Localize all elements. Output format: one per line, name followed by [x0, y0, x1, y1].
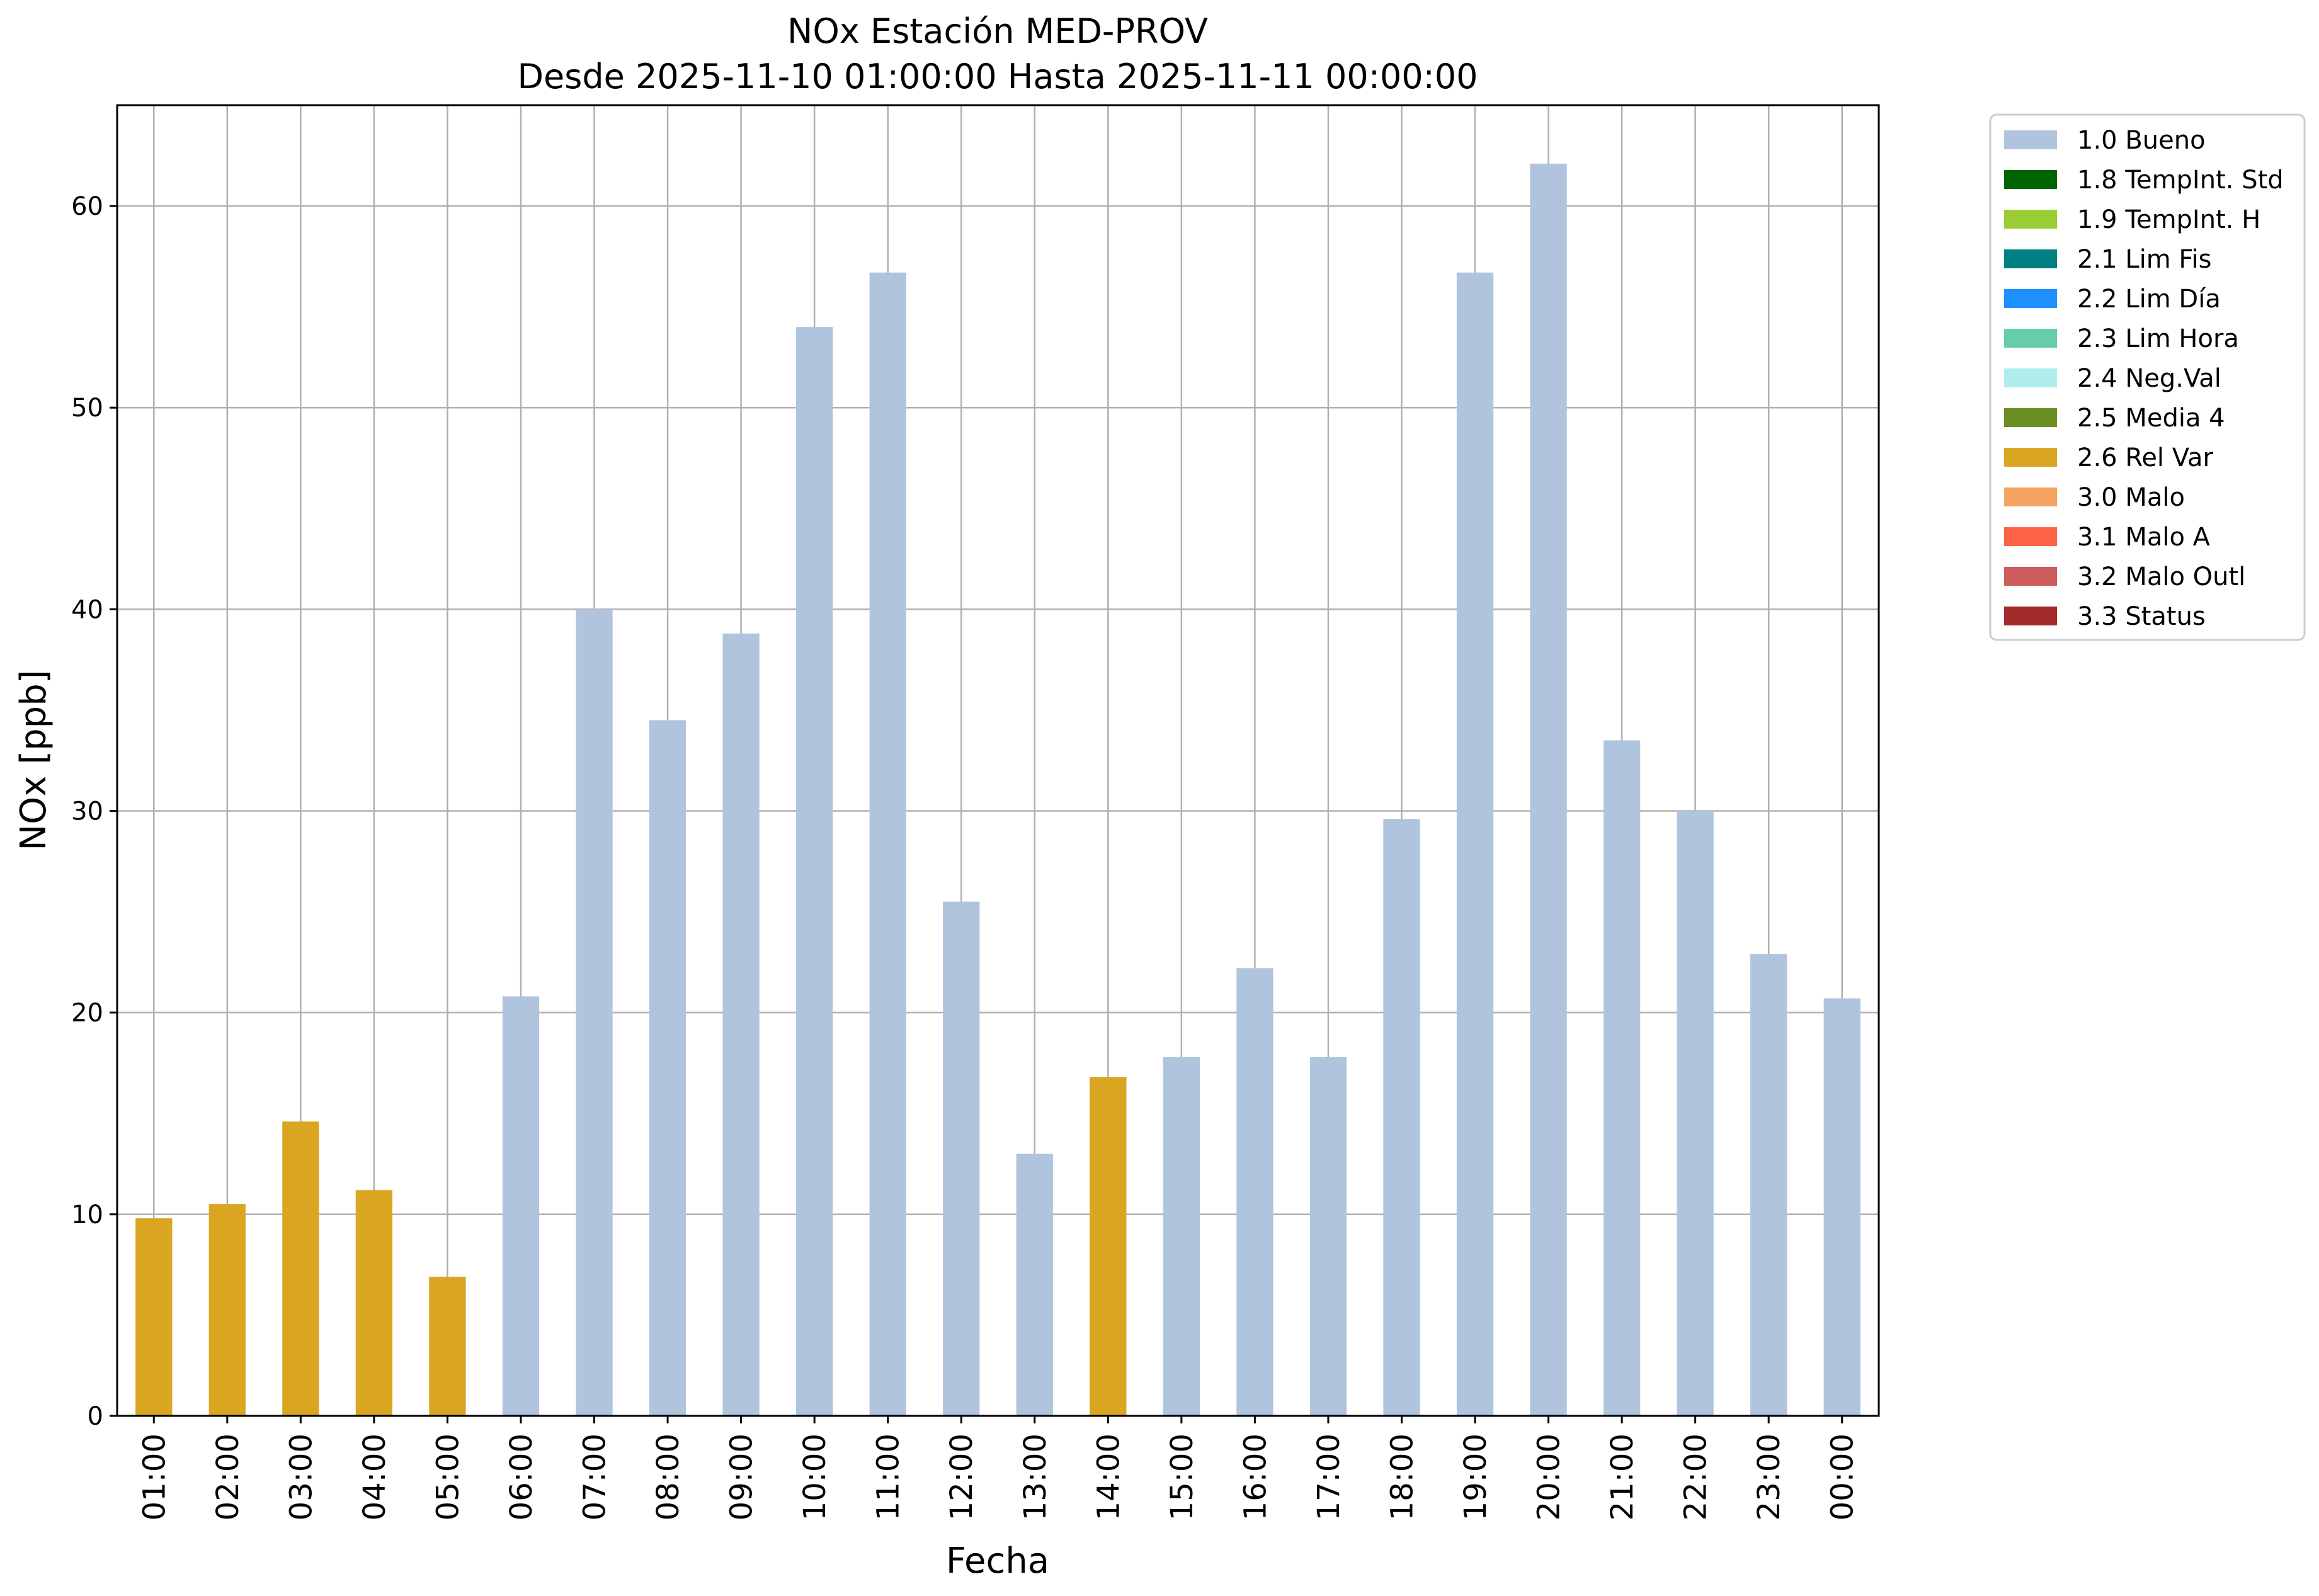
x-axis-ticks: 01:00 02:00 03:00 04:00 05:00 06:00 07:00 08:00…: [137, 1416, 1860, 1520]
legend-swatch: [2004, 567, 2057, 586]
x-tick-label: 15:00: [1165, 1434, 1200, 1520]
legend-swatch: [2004, 249, 2057, 268]
bar: [1677, 811, 1714, 1416]
x-tick-label: 04:00: [357, 1434, 392, 1520]
bar: [429, 1277, 466, 1416]
y-axis-ticks: 0 10 20 30 40 50 60: [71, 192, 117, 1431]
bar: [502, 996, 540, 1416]
bar: [943, 901, 980, 1416]
x-tick-label: 21:00: [1605, 1434, 1640, 1520]
x-tick-label: 23:00: [1752, 1434, 1787, 1520]
legend-swatch: [2004, 289, 2057, 308]
x-tick-label: 16:00: [1238, 1434, 1273, 1520]
x-tick-label: 06:00: [504, 1434, 539, 1520]
legend: 1.0 Bueno 1.8 TempInt. Std 1.9 TempInt. H 2…: [1989, 113, 2306, 641]
y-tick-label: 50: [71, 394, 103, 423]
chart-subtitle: Desde 2025-11-10 01:00:00 Hasta 2025-11-…: [517, 57, 1478, 96]
bar: [1163, 1057, 1200, 1416]
bar: [1309, 1057, 1347, 1416]
plot-frame: [116, 104, 1880, 1417]
y-tick-label: 60: [71, 192, 103, 221]
legend-swatch: [2004, 408, 2057, 427]
y-tick-label: 40: [71, 595, 103, 624]
x-tick-label: 19:00: [1458, 1434, 1493, 1520]
x-tick-label: 08:00: [651, 1434, 686, 1520]
x-tick-label: 18:00: [1384, 1434, 1420, 1520]
legend-label: 1.8 TempInt. Std: [2077, 166, 2284, 195]
bar: [1456, 272, 1494, 1416]
bar: [135, 1218, 173, 1416]
bar: [1603, 740, 1641, 1416]
legend-swatch: [2004, 448, 2057, 467]
legend-label: 3.1 Malo A: [2077, 523, 2211, 552]
legend-swatch: [2004, 607, 2057, 625]
legend-swatch: [2004, 130, 2057, 149]
legend-swatch: [2004, 527, 2057, 546]
legend-label: 3.0 Malo: [2077, 483, 2185, 512]
legend-label: 3.2 Malo Outl: [2077, 562, 2245, 591]
bar: [1236, 968, 1273, 1416]
x-tick-label: 05:00: [430, 1434, 465, 1520]
bar: [282, 1121, 319, 1416]
legend-swatch: [2004, 368, 2057, 387]
y-axis-label: NOx [ppb]: [13, 670, 54, 850]
bar: [1090, 1077, 1127, 1416]
legend-swatch: [2004, 170, 2057, 189]
bar: [869, 272, 906, 1416]
y-tick-label: 30: [71, 797, 103, 826]
bar: [722, 633, 760, 1416]
bar: [208, 1204, 246, 1416]
legend-label: 2.5 Media 4: [2077, 404, 2225, 433]
x-tick-label: 22:00: [1678, 1434, 1714, 1520]
legend-label: 3.3 Status: [2077, 602, 2206, 631]
legend-label: 2.1 Lim Fis: [2077, 245, 2211, 274]
chart-title: NOx Estación MED-PROV: [787, 11, 1208, 51]
bar: [1823, 998, 1860, 1416]
y-tick-label: 20: [71, 999, 103, 1028]
x-tick-label: 13:00: [1018, 1434, 1053, 1520]
y-tick-label: 0: [88, 1402, 103, 1431]
legend-label: 2.4 Neg.Val: [2077, 364, 2221, 393]
legend-label: 1.0 Bueno: [2077, 126, 2206, 155]
x-tick-label: 17:00: [1311, 1434, 1347, 1520]
legend-swatch: [2004, 329, 2057, 348]
bar: [1016, 1153, 1053, 1416]
x-tick-label: 07:00: [578, 1434, 613, 1520]
x-axis-label: Fecha: [946, 1541, 1049, 1582]
x-tick-label: 01:00: [137, 1434, 172, 1520]
x-tick-label: 09:00: [724, 1434, 760, 1520]
legend-label: 1.9 TempInt. H: [2077, 205, 2260, 234]
bar: [1383, 819, 1420, 1416]
x-tick-label: 14:00: [1091, 1434, 1126, 1520]
legend-label: 2.2 Lim Día: [2077, 285, 2221, 314]
x-tick-label: 02:00: [210, 1434, 246, 1520]
x-tick-label: 10:00: [797, 1434, 833, 1520]
legend-label: 2.6 Rel Var: [2077, 443, 2214, 472]
x-tick-label: 03:00: [283, 1434, 319, 1520]
x-tick-label: 20:00: [1532, 1434, 1567, 1520]
bar: [355, 1190, 393, 1416]
bar: [649, 720, 687, 1416]
legend-frame: [1989, 113, 2306, 641]
bars-layer: [135, 163, 1860, 1416]
legend-swatch: [2004, 210, 2057, 229]
bar: [796, 327, 833, 1416]
legend-swatch: [2004, 487, 2057, 506]
bar: [1530, 163, 1567, 1416]
bar: [1750, 954, 1787, 1416]
legend-label: 2.3 Lim Hora: [2077, 324, 2239, 353]
y-tick-label: 10: [71, 1200, 103, 1229]
x-tick-label: 12:00: [944, 1434, 979, 1520]
bar: [576, 609, 613, 1416]
x-tick-label: 11:00: [871, 1434, 906, 1520]
x-tick-label: 00:00: [1825, 1434, 1860, 1520]
